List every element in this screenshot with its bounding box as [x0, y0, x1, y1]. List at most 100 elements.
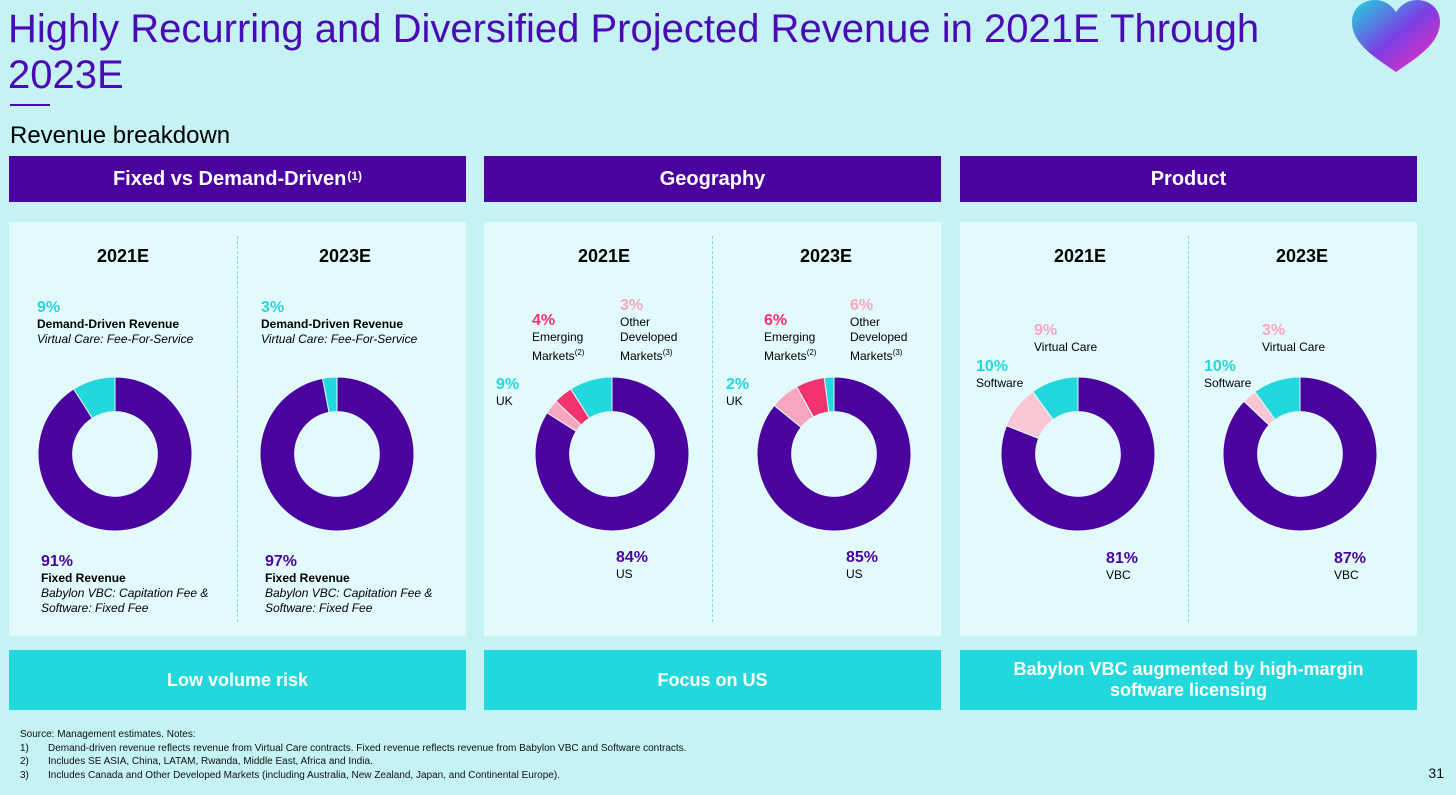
year-label: 2023E [318, 246, 372, 266]
year-label: 2021E [577, 246, 631, 266]
pct-value: 4% [532, 312, 556, 329]
label-title: Demand-Driven Revenue [37, 317, 180, 331]
footnote-ref: (2) [574, 348, 585, 357]
donut-slice-demand-driven-revenue [321, 376, 338, 413]
label-detail: Babylon VBC: Capitation Fee & [41, 586, 209, 600]
panel-divider [237, 236, 238, 622]
label-line: Emerging [532, 330, 584, 344]
donut-chart-product-2023 [1222, 376, 1378, 532]
label-uk-2021: 9% UK [496, 375, 519, 409]
footnote-ref: (3) [662, 348, 673, 357]
year-label: 2023E [799, 246, 853, 266]
pct-value: 91% [41, 553, 74, 570]
label-us-2021: 84% US [616, 548, 648, 582]
label-line: Emerging [764, 330, 816, 344]
footnote-ref: (3) [892, 348, 903, 357]
donut-slice-other-developed-markets [773, 386, 815, 428]
label-fixed-2021: 91% Fixed Revenue Babylon VBC: Capitatio… [41, 552, 208, 616]
label-software-2021: 10% Software [976, 357, 1023, 391]
pct-value: 9% [37, 299, 61, 316]
label-line: Software [976, 376, 1024, 390]
label-line: Developed [850, 330, 908, 344]
donut-slice-fixed-revenue [259, 376, 415, 532]
year-label: 2021E [96, 246, 150, 266]
label-virtual-care-2023: 3% Virtual Care [1262, 321, 1325, 355]
heart-logo-icon [1352, 0, 1440, 72]
pct-value: 87% [1334, 550, 1367, 567]
panel-product: 2021E 2023E 9% Virtual Care 10% Software… [960, 222, 1417, 636]
title-rule [10, 104, 50, 106]
label-line: UK [726, 394, 743, 408]
label-us-2023: 85% US [846, 548, 878, 582]
label-demand-driven-2021: 9% Demand-Driven Revenue Virtual Care: F… [37, 298, 193, 347]
label-line: VBC [1106, 568, 1131, 582]
donut-slice-vbc [1000, 376, 1156, 532]
label-line: Software [1204, 376, 1252, 390]
pct-value: 10% [1204, 358, 1237, 375]
donut-slice-software [1254, 376, 1301, 421]
panel-divider [1188, 236, 1189, 622]
pct-value: 9% [496, 376, 520, 393]
label-uk-2023: 2% UK [726, 375, 749, 409]
donut-slice-emerging-markets [555, 388, 590, 426]
label-line: UK [496, 394, 513, 408]
label-detail: Virtual Care: Fee-For-Service [261, 332, 418, 346]
label-line: Developed [620, 330, 678, 344]
panel-geography: 2021E 2023E 4% Emerging Markets(2) 3% Ot… [484, 222, 941, 636]
label-detail: Virtual Care: Fee-For-Service [37, 332, 194, 346]
label-emerging-2021: 4% Emerging Markets(2) [532, 311, 584, 364]
label-line: US [616, 567, 633, 581]
pct-value: 2% [726, 376, 750, 393]
donut-slice-software [1032, 376, 1079, 421]
section-footer-vbc-augmented: Babylon VBC augmented by high-margin sof… [960, 650, 1417, 710]
label-line: Markets [764, 349, 807, 363]
donut-slice-fixed-revenue [37, 376, 193, 532]
footnote-number: 1) [20, 742, 29, 754]
donut-slice-us [534, 376, 690, 532]
pct-value: 10% [976, 358, 1009, 375]
label-emerging-2023: 6% Emerging Markets(2) [764, 311, 816, 364]
page-title: Highly Recurring and Diversified Project… [8, 7, 1260, 97]
footnote-text: Includes Canada and Other Developed Mark… [48, 769, 560, 781]
section-footer-low-volume-risk: Low volume risk [9, 650, 466, 710]
footnote-text: Demand-driven revenue reflects revenue f… [48, 742, 687, 754]
label-demand-driven-2023: 3% Demand-Driven Revenue Virtual Care: F… [261, 298, 417, 347]
label-fixed-2023: 97% Fixed Revenue Babylon VBC: Capitatio… [265, 552, 432, 616]
footnote-number: 3) [20, 769, 29, 781]
source-note: Source: Management estimates. Notes: [20, 729, 196, 740]
footnote-item: 3) Includes Canada and Other Developed Ma… [20, 769, 686, 783]
donut-slice-virtual-care [1005, 391, 1054, 440]
label-detail: Software: Fixed Fee [265, 601, 373, 615]
label-vbc-2021: 81% VBC [1106, 549, 1138, 583]
label-other-developed-2023: 6% Other Developed Markets(3) [850, 296, 907, 364]
pct-value: 85% [846, 549, 879, 566]
pct-value: 81% [1106, 550, 1139, 567]
footnote-item: 2) Includes SE ASIA, China, LATAM, Rwanda… [20, 755, 686, 769]
label-virtual-care-2021: 9% Virtual Care [1034, 321, 1097, 355]
year-label: 2021E [1053, 246, 1107, 266]
donut-slice-demand-driven-revenue [73, 376, 116, 419]
label-line: Markets [620, 349, 663, 363]
label-detail: Babylon VBC: Capitation Fee & [265, 586, 433, 600]
donut-chart-fixed-2021 [37, 376, 193, 532]
donut-chart-geography-2023 [756, 376, 912, 532]
footnote-text: Includes SE ASIA, China, LATAM, Rwanda, … [48, 756, 373, 767]
page-number: 31 [1428, 765, 1444, 781]
pct-value: 6% [850, 297, 874, 314]
pct-value: 3% [261, 299, 285, 316]
footnotes: Source: Management estimates. Notes: 1) D… [20, 728, 686, 782]
label-line: Markets [532, 349, 575, 363]
label-software-2023: 10% Software [1204, 357, 1251, 391]
section-header-label: Fixed vs Demand-Driven [112, 167, 347, 190]
page-subtitle: Revenue breakdown [10, 122, 231, 149]
label-title: Fixed Revenue [265, 571, 350, 585]
donut-slice-virtual-care [1243, 391, 1276, 426]
section-header-fixed-vs-demand: Fixed vs Demand-Driven (1) [9, 156, 466, 202]
label-other-developed-2021: 3% Other Developed Markets(3) [620, 296, 677, 364]
section-footer-focus-on-us: Focus on US [484, 650, 941, 710]
donut-slice-us [756, 376, 912, 532]
donut-slice-uk [570, 376, 613, 419]
label-title: Demand-Driven Revenue [261, 317, 404, 331]
pct-value: 9% [1034, 322, 1058, 339]
pct-value: 6% [764, 312, 788, 329]
